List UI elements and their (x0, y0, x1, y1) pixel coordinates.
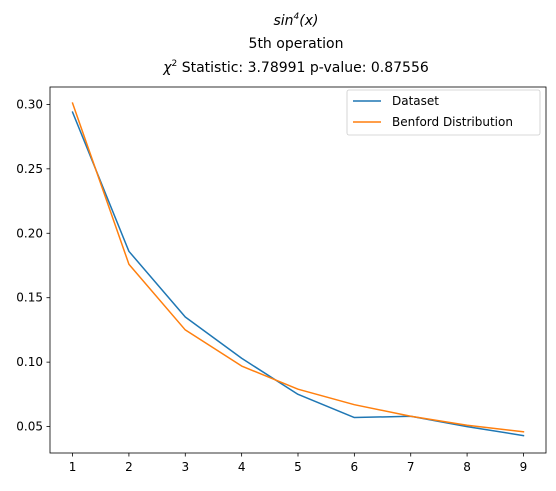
chart-title: sin4(x) 5th operation χ2 Statistic: 3.78… (162, 12, 429, 76)
title-line-statistic: χ2 Statistic: 3.78991 p-value: 0.87556 (162, 59, 429, 76)
title-chi-symbol: χ (162, 60, 172, 76)
x-axis: 1 2 3 4 5 6 7 8 9 (69, 453, 528, 474)
x-tick-label: 2 (125, 460, 133, 474)
series-line-dataset (71, 111, 525, 437)
title-chi-superscript: 2 (172, 59, 178, 69)
y-tick-label: 0.05 (16, 420, 43, 434)
title-line-operation: 5th operation (249, 36, 344, 52)
y-tick-label: 0.15 (16, 291, 43, 305)
x-tick-label: 9 (520, 460, 528, 474)
title-line-function: sin4(x) (273, 12, 318, 29)
y-tick-label: 0.10 (16, 355, 43, 369)
x-tick-label: 1 (69, 460, 77, 474)
legend-box (346, 89, 541, 136)
x-tick-label: 5 (294, 460, 302, 474)
x-tick-label: 6 (351, 460, 359, 474)
title-function-argument: (x) (299, 13, 318, 29)
x-tick-label: 3 (181, 460, 189, 474)
legend: Dataset Benford Distribution (346, 89, 541, 136)
y-tick-label: 0.25 (16, 162, 43, 176)
title-function-superscript: 4 (294, 12, 300, 22)
y-tick-label: 0.30 (16, 97, 43, 111)
title-function-base: sin (273, 13, 293, 29)
series-lines (71, 102, 525, 437)
plot-area-frame (49, 86, 547, 454)
y-axis: 0.05 0.10 0.15 0.20 0.25 0.30 (16, 97, 50, 434)
title-statistic-text: Statistic: 3.78991 p-value: 0.87556 (177, 60, 429, 76)
x-tick-label: 7 (407, 460, 415, 474)
x-tick-label: 8 (463, 460, 471, 474)
legend-label-benford: Benford Distribution (392, 115, 513, 129)
x-tick-label: 4 (238, 460, 246, 474)
legend-label-dataset: Dataset (392, 94, 439, 108)
y-tick-label: 0.20 (16, 226, 43, 240)
series-line-benford (71, 102, 525, 433)
